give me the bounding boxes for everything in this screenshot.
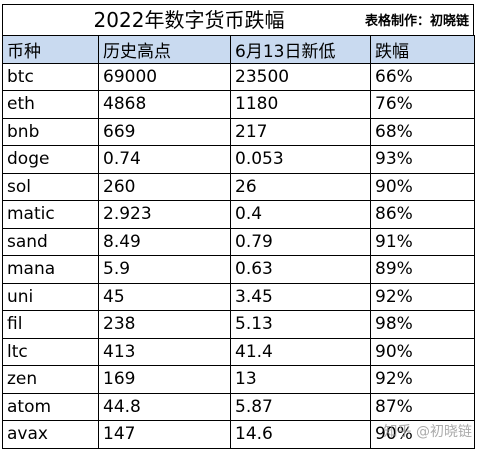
table-credit: 表格制作：初晓链	[364, 14, 469, 29]
historic-high-cell[interactable]: 669	[98, 117, 231, 146]
header-cell-new-low[interactable]: 6月13日新低	[230, 35, 371, 64]
spreadsheet: 2022年数字货币跌幅 表格制作：初晓链 币种 历史高点 6月13日新低 跌幅 …	[2, 4, 475, 449]
decline-cell[interactable]: 92%	[370, 282, 475, 311]
table-row: btc 69000 23500 66%	[2, 62, 475, 91]
historic-high-cell[interactable]: 2.923	[98, 200, 231, 229]
decline-cell[interactable]: 93%	[370, 145, 475, 174]
coin-cell[interactable]: sand	[2, 227, 99, 256]
historic-high-cell[interactable]: 238	[98, 310, 231, 339]
new-low-cell[interactable]: 0.79	[230, 227, 371, 256]
header-cell-decline[interactable]: 跌幅	[370, 35, 475, 64]
historic-high-cell[interactable]: 413	[98, 337, 231, 366]
decline-cell[interactable]: 91%	[370, 227, 475, 256]
coin-cell[interactable]: btc	[2, 62, 99, 91]
coin-cell[interactable]: zen	[2, 365, 99, 394]
decline-cell[interactable]: 76%	[370, 90, 475, 119]
new-low-cell[interactable]: 5.13	[230, 310, 371, 339]
table-row: fil 238 5.13 98%	[2, 310, 475, 339]
new-low-cell[interactable]: 26	[230, 172, 371, 201]
new-low-cell[interactable]: 217	[230, 117, 371, 146]
new-low-cell[interactable]: 41.4	[230, 337, 371, 366]
decline-cell[interactable]: 87%	[370, 392, 475, 421]
table-row: sand 8.49 0.79 91%	[2, 227, 475, 256]
new-low-cell[interactable]: 5.87	[230, 392, 371, 421]
new-low-cell[interactable]: 0.4	[230, 200, 371, 229]
new-low-cell[interactable]: 3.45	[230, 282, 371, 311]
header-cell-coin[interactable]: 币种	[2, 35, 99, 64]
new-low-cell[interactable]: 14.6	[230, 420, 371, 449]
historic-high-cell[interactable]: 0.74	[98, 145, 231, 174]
decline-table: 币种 历史高点 6月13日新低 跌幅 btc 69000 23500 66% eth 48…	[2, 35, 475, 449]
coin-cell[interactable]: uni	[2, 282, 99, 311]
historic-high-cell[interactable]: 8.49	[98, 227, 231, 256]
table-title: 2022年数字货币跌幅	[93, 8, 285, 32]
decline-cell[interactable]: 68%	[370, 117, 475, 146]
new-low-cell[interactable]: 23500	[230, 62, 371, 91]
historic-high-cell[interactable]: 4868	[98, 90, 231, 119]
table-row: bnb 669 217 68%	[2, 117, 475, 146]
coin-cell[interactable]: doge	[2, 145, 99, 174]
coin-cell[interactable]: mana	[2, 255, 99, 284]
historic-high-cell[interactable]: 147	[98, 420, 231, 449]
table-row: sol 260 26 90%	[2, 172, 475, 201]
table-row: ltc 413 41.4 90%	[2, 337, 475, 366]
coin-cell[interactable]: atom	[2, 392, 99, 421]
table-row: eth 4868 1180 76%	[2, 90, 475, 119]
historic-high-cell[interactable]: 45	[98, 282, 231, 311]
table-row: matic 2.923 0.4 86%	[2, 200, 475, 229]
header-cell-historic-high[interactable]: 历史高点	[98, 35, 231, 64]
new-low-cell[interactable]: 0.053	[230, 145, 371, 174]
decline-cell[interactable]: 90%	[370, 172, 475, 201]
historic-high-cell[interactable]: 69000	[98, 62, 231, 91]
historic-high-cell[interactable]: 5.9	[98, 255, 231, 284]
coin-cell[interactable]: ltc	[2, 337, 99, 366]
decline-cell[interactable]: 92%	[370, 365, 475, 394]
table-row: atom 44.8 5.87 87%	[2, 392, 475, 421]
table-row: mana 5.9 0.63 89%	[2, 255, 475, 284]
table-body: btc 69000 23500 66% eth 4868 1180 76% bnb 669 217 6…	[2, 62, 475, 449]
decline-cell[interactable]: 89%	[370, 255, 475, 284]
decline-cell[interactable]: 98%	[370, 310, 475, 339]
new-low-cell[interactable]: 0.63	[230, 255, 371, 284]
historic-high-cell[interactable]: 169	[98, 365, 231, 394]
decline-cell[interactable]: 90%	[370, 337, 475, 366]
decline-cell[interactable]: 90%	[370, 420, 475, 449]
historic-high-cell[interactable]: 44.8	[98, 392, 231, 421]
watermark: 知乎 @初晓链	[383, 424, 472, 440]
coin-cell[interactable]: eth	[2, 90, 99, 119]
new-low-cell[interactable]: 13	[230, 365, 371, 394]
table-row: doge 0.74 0.053 93%	[2, 145, 475, 174]
coin-cell[interactable]: avax	[2, 420, 99, 449]
title-row: 2022年数字货币跌幅 表格制作：初晓链	[2, 4, 474, 35]
new-low-cell[interactable]: 1180	[230, 90, 371, 119]
decline-cell[interactable]: 86%	[370, 200, 475, 229]
historic-high-cell[interactable]: 260	[98, 172, 231, 201]
coin-cell[interactable]: sol	[2, 172, 99, 201]
table-row: zen 169 13 92%	[2, 365, 475, 394]
coin-cell[interactable]: matic	[2, 200, 99, 229]
table-row: avax 147 14.6 90%	[2, 420, 475, 449]
coin-cell[interactable]: bnb	[2, 117, 99, 146]
table-row: uni 45 3.45 92%	[2, 282, 475, 311]
decline-cell[interactable]: 66%	[370, 62, 475, 91]
coin-cell[interactable]: fil	[2, 310, 99, 339]
header-row: 币种 历史高点 6月13日新低 跌幅	[2, 35, 475, 64]
